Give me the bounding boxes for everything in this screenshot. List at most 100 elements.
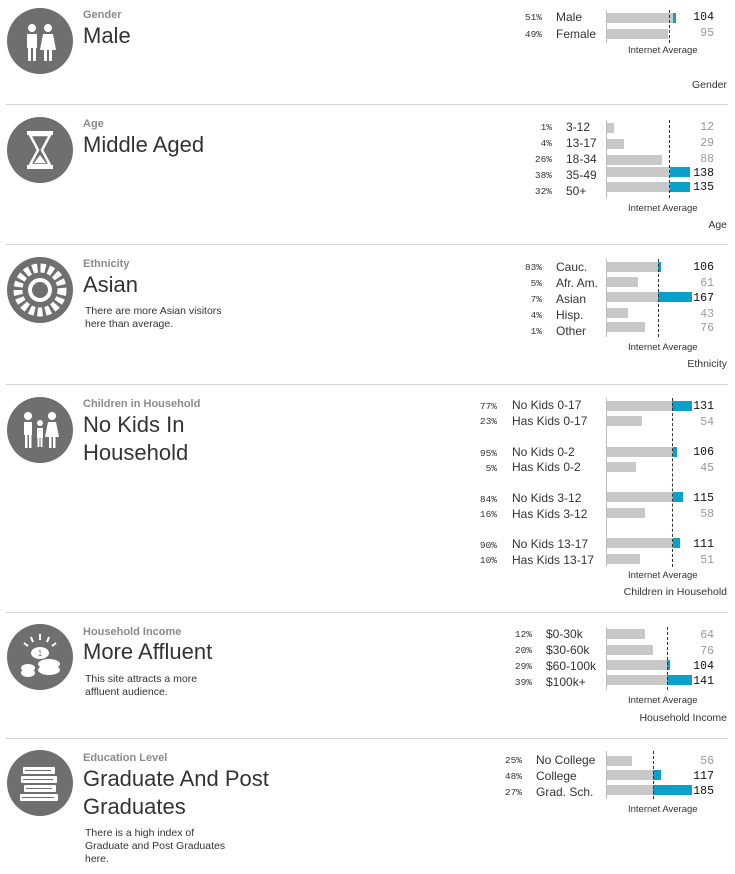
row-bar <box>607 492 673 502</box>
row-index: 76 <box>700 645 714 658</box>
row-pct: 38% <box>534 170 552 181</box>
row-bar-above-average <box>653 770 661 780</box>
education-section: Education Level Graduate And Post Gradua… <box>0 739 735 874</box>
row-index: 135 <box>693 181 714 194</box>
row-label: $100k+ <box>546 675 586 689</box>
coins-icon: 1 <box>7 624 73 690</box>
row-pct: 5% <box>485 463 497 474</box>
row-label: 50+ <box>566 184 587 198</box>
section-category: Education Level <box>83 752 168 764</box>
internet-average-line <box>672 398 673 567</box>
row-bar-above-average <box>670 167 690 177</box>
row-pct: 12% <box>514 629 532 640</box>
section-category: Children in Household <box>83 398 201 410</box>
row-label: No Kids 3-12 <box>512 491 582 505</box>
row-index: 167 <box>693 292 714 305</box>
row-pct: 5% <box>530 278 542 289</box>
section-tag: Age <box>708 219 727 231</box>
row-label: Has Kids 0-2 <box>512 460 581 474</box>
chart-baseline <box>606 120 607 198</box>
row-pct: 4% <box>530 310 542 321</box>
section-value: Asian <box>83 272 139 297</box>
row-label: 3-12 <box>566 120 591 134</box>
row-bar <box>607 447 673 457</box>
row-bar <box>607 785 653 795</box>
row-bar <box>607 629 645 639</box>
section-description: This site attracts a more affluent audie… <box>85 673 198 698</box>
row-label: Has Kids 0-17 <box>512 414 588 428</box>
section-tag: Ethnicity <box>687 358 727 370</box>
row-bar <box>607 756 632 766</box>
row-label: Hisp. <box>556 308 584 322</box>
row-index: 104 <box>693 11 714 24</box>
row-bar-above-average <box>673 492 683 502</box>
row-bar-above-average <box>653 785 692 795</box>
section-tag: Gender <box>691 79 727 91</box>
row-pct: 20% <box>514 645 532 656</box>
section-tag: Children in Household <box>623 586 727 598</box>
row-index: 141 <box>693 675 714 688</box>
row-index: 95 <box>700 27 714 40</box>
row-bar <box>607 645 653 655</box>
row-pct: 90% <box>479 540 497 551</box>
row-index: 117 <box>693 770 714 783</box>
row-bar <box>607 29 668 39</box>
row-bar <box>607 182 670 192</box>
row-pct: 84% <box>479 494 497 505</box>
section-value: Middle Aged <box>83 132 205 157</box>
row-bar-above-average <box>673 13 676 23</box>
row-pct: 16% <box>479 509 497 520</box>
row-index: 12 <box>700 121 714 134</box>
svg-text:1: 1 <box>38 649 43 658</box>
row-index: 106 <box>693 261 714 274</box>
row-bar-above-average <box>658 262 661 272</box>
row-bar <box>607 322 645 332</box>
row-bar <box>607 262 658 272</box>
row-index: 51 <box>700 554 714 567</box>
row-pct: 95% <box>479 448 497 459</box>
row-bar <box>607 13 673 23</box>
row-bar-above-average <box>670 182 690 192</box>
row-pct: 1% <box>540 122 552 133</box>
row-label: $30-60k <box>546 643 590 657</box>
row-bar-above-average <box>672 401 692 411</box>
row-pct: 10% <box>479 555 497 566</box>
section-description: There are more Asian visitors here than … <box>85 305 222 330</box>
ethnicity-wheel-icon <box>7 257 73 323</box>
row-index: 106 <box>693 446 714 459</box>
income-section: 1 Household Income More Affluent This si… <box>0 613 735 738</box>
row-label: College <box>536 769 577 783</box>
row-pct: 25% <box>504 755 522 766</box>
row-pct: 27% <box>504 787 522 798</box>
row-pct: 4% <box>540 138 552 149</box>
age-section: Age Middle Aged 1% 3-12 12 4% 13-17 29 2… <box>0 105 735 244</box>
books-icon <box>7 750 73 816</box>
row-label: No Kids 13-17 <box>512 537 589 551</box>
internet-average-line <box>667 627 668 690</box>
row-pct: 77% <box>479 401 497 412</box>
row-index: 115 <box>693 492 714 505</box>
internet-average-line <box>653 751 654 799</box>
row-pct: 1% <box>530 326 542 337</box>
gender-section: Gender Male 51% Male 104 49% Female 95 I… <box>0 0 735 104</box>
row-label: Has Kids 3-12 <box>512 507 588 521</box>
row-label: Afr. Am. <box>556 276 599 290</box>
section-value: Graduate And Post Graduates <box>83 766 269 819</box>
row-bar <box>607 155 662 165</box>
children-section: Children in Household No Kids In Househo… <box>0 385 735 612</box>
internet-average-label: Internet Average <box>628 804 698 815</box>
section-divider <box>6 612 728 613</box>
row-bar <box>607 401 672 411</box>
row-pct: 7% <box>530 294 542 305</box>
row-pct: 49% <box>524 29 542 40</box>
row-label: Has Kids 13-17 <box>512 553 595 567</box>
section-category: Gender <box>83 9 122 21</box>
row-label: 13-17 <box>566 136 597 150</box>
row-label: No Kids 0-17 <box>512 398 582 412</box>
row-bar <box>607 292 658 302</box>
row-label: Male <box>556 10 583 24</box>
row-index: 88 <box>700 153 714 166</box>
row-index: 45 <box>700 462 714 475</box>
row-bar <box>607 675 667 685</box>
row-index: 138 <box>693 167 714 180</box>
